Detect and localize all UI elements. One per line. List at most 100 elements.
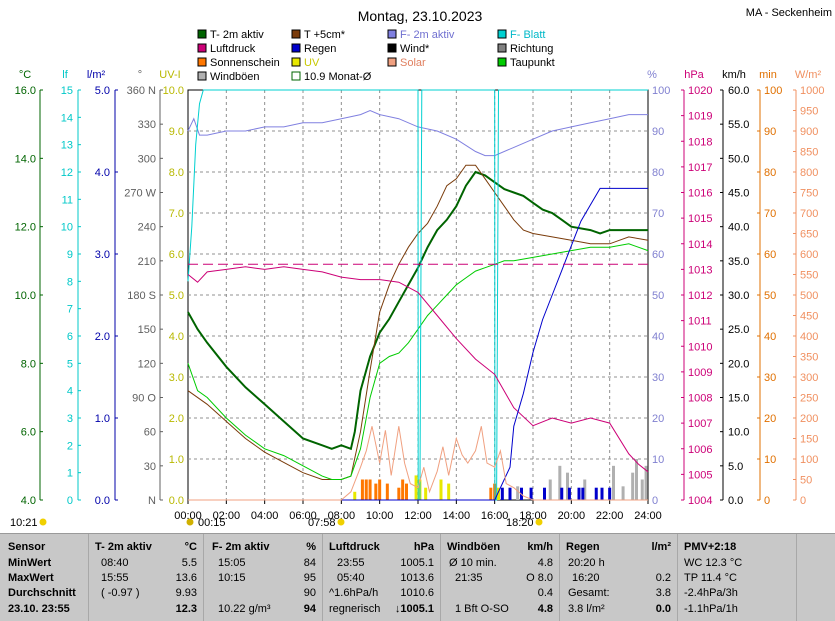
dir-tick-label: 90 O <box>132 393 156 405</box>
temp-tick-label: 10.0 <box>15 290 36 302</box>
stats-wind-label: Ø 10 min. <box>449 557 497 569</box>
stats-rain-unit: l/m² <box>651 541 671 553</box>
dir-tick-label: 180 S <box>127 290 156 302</box>
rain-tick-label: 5.0 <box>95 85 110 97</box>
stats-sensor-row: 23.10. 23:55 <box>8 603 70 615</box>
axes: 4.06.08.010.012.014.016.0012345678910111… <box>15 85 825 522</box>
series-taupunkt <box>187 243 649 480</box>
wind-tick-label: 55.0 <box>728 119 749 131</box>
stats-wind-value: O 8.0 <box>526 572 553 584</box>
leaf-tick-label: 2 <box>67 440 73 452</box>
stats-pmv-header: PMV+2:18 <box>684 541 737 553</box>
solar-tick-label: 50 <box>800 475 812 487</box>
bar-windb-en <box>644 465 648 500</box>
series-solar <box>188 426 648 501</box>
press-tick-label: 1020 <box>688 85 712 97</box>
bar-windb-en <box>612 465 615 500</box>
stats-temp-value: 13.6 <box>175 572 197 584</box>
leaf-tick-label: 12 <box>61 167 73 179</box>
press-tick-label: 1008 <box>688 393 712 405</box>
stats-temp-current: 12.3 <box>175 603 197 615</box>
stats-rain-total-label: Gesamt: <box>568 587 610 599</box>
stats-col-pmv: PMV+2:18 WC 12.3 °C TP 11.4 °C -2.4hPa/3… <box>678 534 797 621</box>
bar-sonnenschein <box>489 487 493 500</box>
stats-hum-current: 94 <box>303 603 316 615</box>
sun-tick-label: 100 <box>764 85 782 97</box>
x-tick-label: 02:00 <box>213 510 241 522</box>
rain-unit-label: l/m² <box>87 69 106 81</box>
hum-tick-label: 0 <box>652 495 658 507</box>
bar-wind- <box>500 487 504 500</box>
time-mark-label: 00:15 <box>198 517 226 529</box>
legend-label: F- 2m aktiv <box>400 29 455 41</box>
stats-press-forecast: regnerisch <box>329 603 381 615</box>
legend-label: UV <box>304 57 320 69</box>
solar-tick-label: 800 <box>800 167 818 179</box>
time-mark-label: 18:20 <box>506 517 534 529</box>
legend-label: Taupunkt <box>510 57 555 69</box>
stats-wind-current: 4.8 <box>537 603 553 615</box>
solar-tick-label: 600 <box>800 249 818 261</box>
solar-tick-label: 500 <box>800 290 818 302</box>
legend-swatch <box>197 57 207 67</box>
stats-wind-unit: km/h <box>527 541 553 553</box>
legend-swatch <box>197 71 207 81</box>
press-tick-label: 1007 <box>688 418 712 430</box>
series-t-2m-aktiv <box>187 170 648 451</box>
leaf-tick-label: 14 <box>61 112 73 124</box>
bar-sonnenschein <box>405 483 408 500</box>
leaf-tick-label: 11 <box>62 194 73 206</box>
hum-tick-label: 60 <box>652 249 664 261</box>
uv-tick-label: 4.0 <box>169 331 184 343</box>
leaf-tick-label: 13 <box>61 140 73 152</box>
stats-rain-value: 0.2 <box>655 572 671 584</box>
stats-rain-duration: 20:20 h <box>568 557 605 569</box>
legend-swatch <box>197 43 207 53</box>
dir-tick-label: 330 <box>138 119 156 131</box>
sun-tick-label: 20 <box>764 413 776 425</box>
stats-press-time: 05:40 <box>337 572 365 584</box>
stats-sensor-row: Durchschnitt <box>8 587 76 599</box>
bar-wind- <box>594 487 598 500</box>
stats-wind-time: 21:35 <box>455 572 483 584</box>
stats-press-value: 1005.1 <box>400 557 434 569</box>
dir-tick-label: 270 W <box>124 188 156 200</box>
stats-rain-value: 3.8 <box>655 587 671 599</box>
press-tick-label: 1014 <box>688 239 712 251</box>
bar-windb-en <box>621 486 625 500</box>
sun-tick-label: 10 <box>764 454 776 466</box>
wind-tick-label: 20.0 <box>728 358 749 370</box>
bar-windb-en <box>516 486 520 500</box>
series-f-2m-aktiv <box>187 109 648 157</box>
solar-unit-label: W/m² <box>795 69 822 81</box>
press-tick-label: 1018 <box>688 136 712 148</box>
bar-sonnenschein <box>360 479 364 500</box>
wind-tick-label: 60.0 <box>728 85 749 97</box>
stats-wind-bft: 1 Bft O-SO <box>455 603 509 615</box>
solar-tick-label: 250 <box>800 393 818 405</box>
bar-uv <box>497 487 500 500</box>
uv-tick-label: 9.0 <box>169 126 184 138</box>
wind-tick-label: 5.0 <box>728 461 743 473</box>
legend-label: Solar <box>400 57 426 69</box>
legend-label: F- Blatt <box>510 29 545 41</box>
bar-windb-en <box>635 459 638 500</box>
solar-tick-label: 550 <box>800 270 818 282</box>
series-t-5cm- <box>187 164 649 480</box>
dir-tick-label: 300 <box>138 153 156 165</box>
bar-wind- <box>608 487 612 500</box>
bar-windb-en <box>566 472 569 500</box>
sun-tick-label: 70 <box>764 208 776 220</box>
x-tick-label: 16:00 <box>481 510 509 522</box>
uv-tick-label: 7.0 <box>169 208 184 220</box>
x-tick-label: 06:00 <box>289 510 317 522</box>
press-tick-label: 1009 <box>688 367 712 379</box>
bar-sonnenschein <box>397 487 401 500</box>
sun-tick-label: 60 <box>764 249 776 261</box>
x-tick-label: 00:00 <box>174 510 202 522</box>
dir-tick-label: N <box>148 495 156 507</box>
press-tick-label: 1015 <box>688 213 712 225</box>
legend: T- 2m aktiv T +5cm* F- 2m aktiv F- Blatt Luf… <box>197 29 555 83</box>
bar-wind- <box>560 487 564 500</box>
x-tick-label: 24:00 <box>634 510 662 522</box>
